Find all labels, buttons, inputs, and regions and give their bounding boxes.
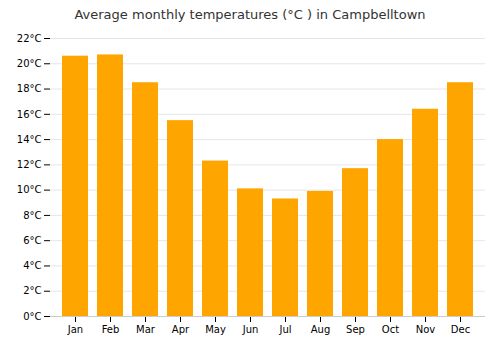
svg-text:Dec: Dec	[451, 324, 470, 335]
svg-text:8°C: 8°C	[23, 210, 41, 221]
svg-text:Jul: Jul	[278, 324, 291, 335]
svg-text:May: May	[205, 324, 226, 335]
svg-text:18°C: 18°C	[17, 83, 42, 94]
svg-text:Oct: Oct	[382, 324, 399, 335]
svg-text:6°C: 6°C	[23, 235, 41, 246]
html-text:Average monthly temperatures (: Average monthly temperatures (°C ) in Ca…	[74, 7, 426, 22]
svg-text:Feb: Feb	[102, 324, 120, 335]
svg-text:12°C: 12°C	[17, 159, 42, 170]
svg-text:2°C: 2°C	[23, 285, 41, 296]
svg-text:Jan: Jan	[67, 324, 83, 335]
svg-text:14°C: 14°C	[17, 134, 42, 145]
svg-text:Nov: Nov	[416, 324, 436, 335]
svg-text:Aug: Aug	[311, 324, 331, 335]
svg-text:20°C: 20°C	[17, 58, 42, 69]
svg-text:10°C: 10°C	[17, 184, 42, 195]
svg-text:0°C: 0°C	[23, 311, 41, 322]
svg-text:16°C: 16°C	[17, 109, 42, 120]
svg-text:22°C: 22°C	[17, 33, 42, 44]
svg-text:Jun: Jun	[242, 324, 259, 335]
svg-text:4°C: 4°C	[23, 260, 41, 271]
svg-text:Mar: Mar	[136, 324, 156, 335]
svg-text:Apr: Apr	[172, 324, 190, 335]
svg-text:Sep: Sep	[346, 324, 365, 335]
